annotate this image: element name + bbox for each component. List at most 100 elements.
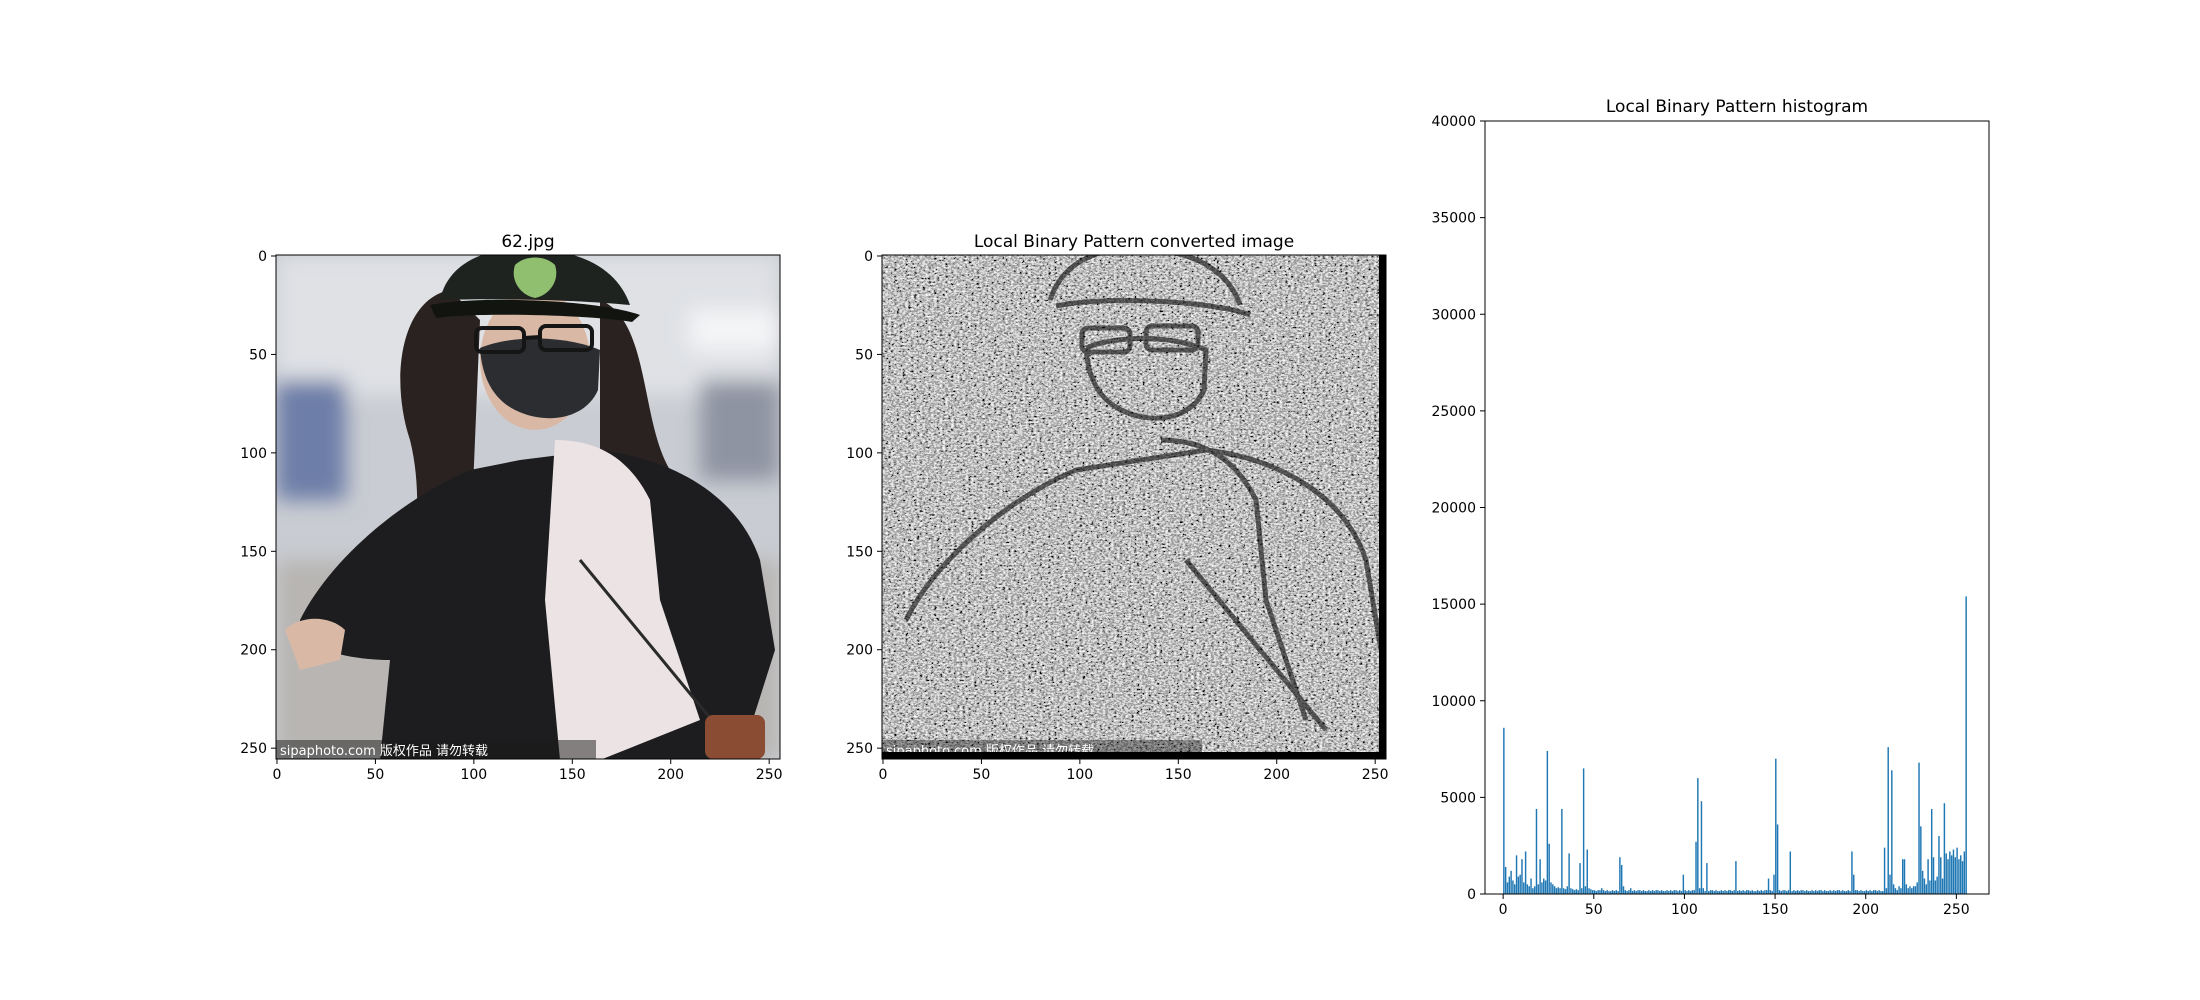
photo-xtick-label: 50 [367,767,385,783]
histogram-bar [1566,886,1569,894]
photo-xtick-label: 100 [460,767,487,783]
histogram-bar [1568,853,1570,894]
histogram-bar [1604,891,1607,894]
photo-xtick-label: 250 [756,767,783,783]
histogram-ytick-label: 0 [1467,887,1476,903]
histogram-ticks: 0 50 100 150 200 250 0 5000 10000 15000 20000 25000… [1431,114,1969,918]
histogram-ytick-label: 20000 [1431,501,1476,517]
histogram-bar [1822,891,1824,894]
photo-ytick-label: 0 [258,249,267,265]
histogram-bar [1521,859,1523,894]
histogram-bar [1871,891,1873,894]
lbp-ytick-label: 250 [846,741,873,757]
photo-ytick-label: 50 [249,347,267,363]
photo-image: sipaphoto.com 版权作品 请勿转载 [276,255,780,759]
histogram-bar [1515,855,1518,894]
histogram-bar [1764,890,1766,894]
histogram-bar [1775,758,1777,894]
histogram-bar [1867,891,1869,894]
histogram-bar [1564,889,1567,894]
histogram-bar [1628,890,1630,894]
histogram-bar [1936,876,1938,894]
histogram-bar [1724,890,1726,894]
histogram-bar [1535,808,1538,894]
histogram-bar [1698,888,1701,894]
histogram-bar [1898,886,1900,894]
histogram-bar [1858,891,1860,894]
histogram-bar [1601,888,1603,894]
histogram-bar [1508,876,1511,894]
histogram-bar [1664,891,1666,894]
histogram-bar [1762,891,1764,894]
histogram-bar [1798,891,1801,894]
histogram-bar [1956,847,1958,894]
histogram-bar [1831,891,1833,894]
histogram-bar [1506,882,1509,894]
histogram-bar [1639,890,1641,894]
histogram-xtick-label: 0 [1499,902,1508,918]
histogram-bar [1510,870,1512,894]
lbp-ytick-label: 150 [846,544,873,560]
histogram-bar [1742,890,1744,894]
histogram-bar [1539,859,1541,894]
histogram-bar [1842,890,1844,894]
histogram-bar [1894,888,1897,894]
histogram-bar [1706,863,1708,894]
histogram-bar [1880,891,1882,894]
histogram-bar [1941,878,1944,894]
histogram-bar [1727,890,1730,894]
histogram-bar [1825,891,1828,894]
histogram-bar [1787,890,1790,894]
histogram-bar [1579,863,1581,894]
histogram-bar [1662,891,1665,894]
lbp-ytick-label: 100 [846,446,873,462]
photo-xtick-label: 150 [559,767,586,783]
histogram-bar [1854,890,1857,894]
histogram-bar [1671,891,1674,894]
histogram-bar [1958,859,1960,894]
lbp-xtick-label: 0 [879,767,888,783]
histogram-ytick-label: 15000 [1431,597,1476,613]
histogram-bar [1856,890,1859,894]
histogram-bar [1593,890,1596,894]
histogram-bar [1927,859,1929,894]
histogram-bar [1673,890,1675,894]
histogram-bar [1599,890,1601,894]
histogram-bar [1900,888,1902,894]
lbp-ytick-label: 200 [846,643,873,659]
panel-photo: 62.jpg [240,232,782,783]
histogram-bar [1537,884,1540,894]
histogram-bar [1860,890,1862,894]
histogram-bar [1546,750,1549,894]
histogram-bar [1684,890,1686,894]
histogram-bar [1700,801,1703,894]
photo-ytick-label: 250 [240,741,267,757]
histogram-bar [1550,882,1552,894]
histogram-bar [1945,853,1947,894]
histogram-bar [1729,890,1732,894]
histogram-bar [1914,886,1917,894]
histogram-bar [1526,884,1529,894]
histogram-bar [1847,890,1850,894]
histogram-bar [1940,857,1942,894]
histogram-bar [1637,890,1639,894]
histogram-bar [1805,890,1808,894]
histogram-bar [1553,886,1556,894]
histogram-bar [1532,888,1534,894]
histogram-bar [1916,882,1918,894]
histogram-bar [1543,878,1545,894]
histogram-bar [1588,888,1590,894]
histogram-bar [1631,891,1634,894]
histogram-bar [1907,888,1909,894]
histogram-xtick-label: 100 [1671,902,1698,918]
histogram-ytick-label: 25000 [1431,404,1476,420]
histogram-bar [1517,876,1520,894]
histogram-bar [1675,890,1677,894]
histogram-bar [1562,888,1565,894]
histogram-bar [1608,891,1610,894]
histogram-bar [1610,891,1612,894]
histogram-bar [1767,878,1770,894]
histogram-bar [1950,855,1953,894]
histogram-bar [1737,891,1739,894]
histogram-bar [1920,826,1922,894]
